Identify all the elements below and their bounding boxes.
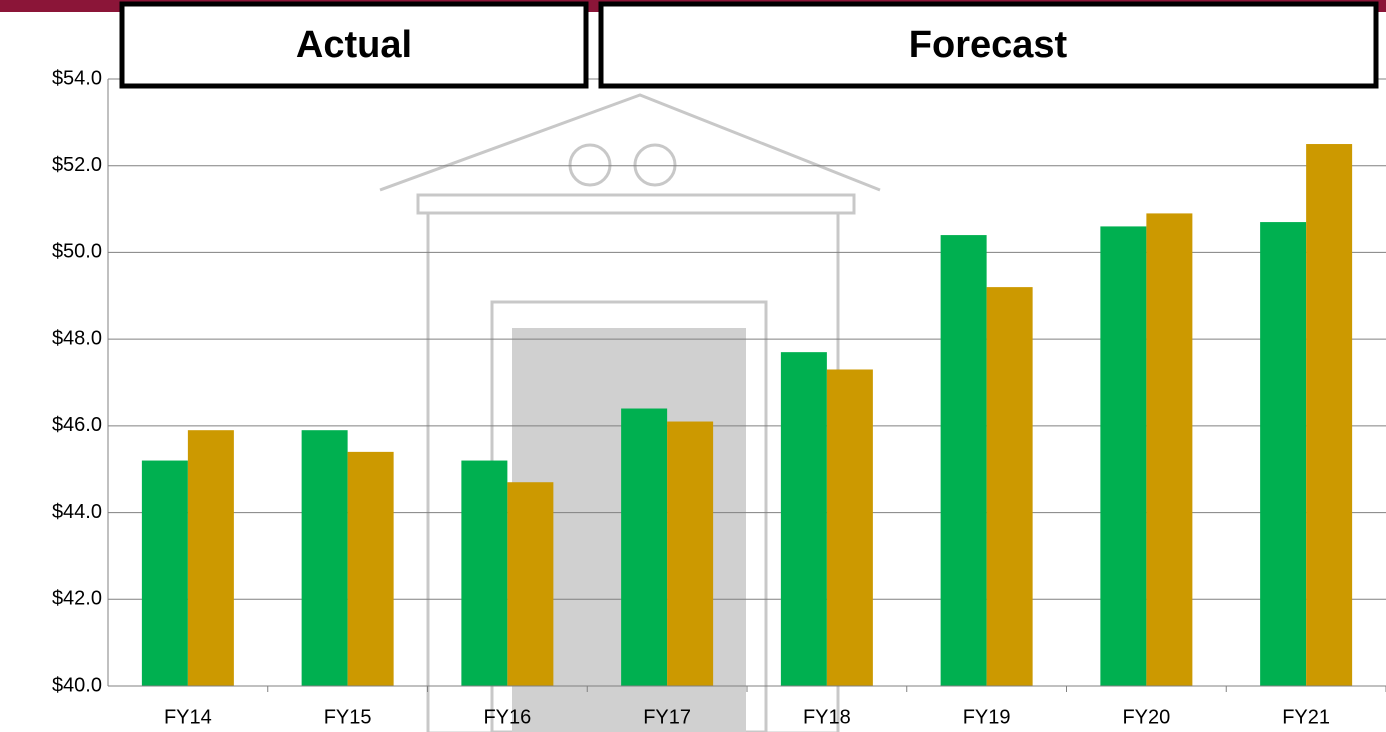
bar xyxy=(780,352,827,686)
annotation: Actual xyxy=(296,24,412,66)
bar xyxy=(621,408,668,686)
bar xyxy=(141,460,188,686)
annotation: Forecast xyxy=(909,24,1068,66)
x-tick-label: FY21 xyxy=(1282,706,1330,728)
bar xyxy=(347,451,394,686)
x-tick-label: FY19 xyxy=(963,706,1011,728)
bar xyxy=(1146,213,1193,686)
y-tick-label: $42.0 xyxy=(52,588,102,610)
x-tick-label: FY18 xyxy=(803,706,851,728)
y-tick-label: $54.0 xyxy=(52,67,102,89)
bar xyxy=(667,421,714,686)
y-tick-label: $50.0 xyxy=(52,241,102,263)
bar xyxy=(826,369,873,686)
y-tick-label: $52.0 xyxy=(52,154,102,176)
x-tick-label: FY17 xyxy=(643,706,691,728)
bar xyxy=(1100,226,1147,686)
y-tick-label: $40.0 xyxy=(52,674,102,696)
y-tick-label: $46.0 xyxy=(52,414,102,436)
annotation-box xyxy=(119,1,589,89)
annotation-box xyxy=(598,1,1379,89)
bar xyxy=(461,460,508,686)
bar xyxy=(301,430,348,686)
x-tick-label: FY14 xyxy=(164,706,212,728)
bar xyxy=(986,287,1033,686)
bar xyxy=(940,235,987,687)
y-tick-label: $44.0 xyxy=(52,501,102,523)
bar xyxy=(187,430,234,686)
bar xyxy=(507,482,554,686)
x-tick-label: FY16 xyxy=(483,706,531,728)
bar xyxy=(1260,222,1307,687)
x-tick-label: FY15 xyxy=(324,706,372,728)
bar xyxy=(1306,144,1353,687)
x-tick-label: FY20 xyxy=(1122,706,1170,728)
y-tick-label: $48.0 xyxy=(52,327,102,349)
